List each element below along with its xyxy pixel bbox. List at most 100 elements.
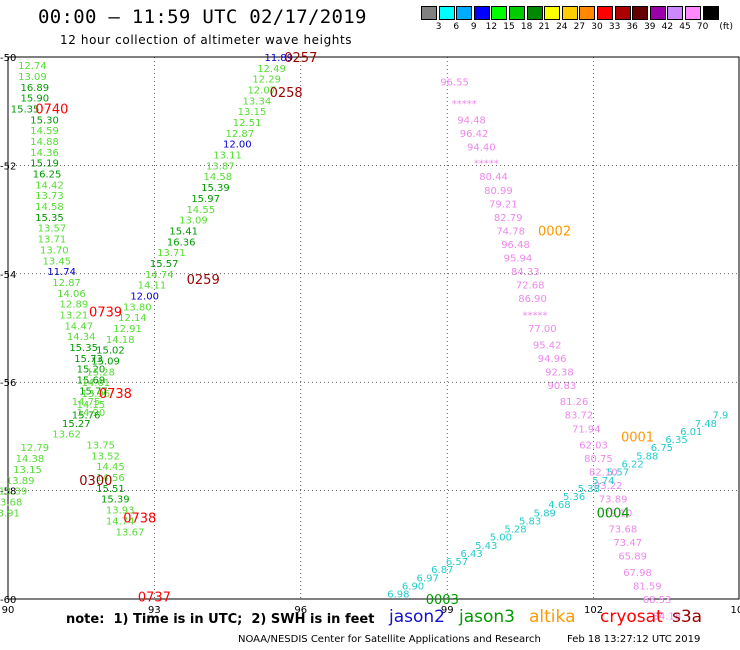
wave-height-value: 15.28 xyxy=(86,367,115,378)
wave-height-value: 14.90 xyxy=(77,408,106,419)
wave-height-value: 5.89 xyxy=(534,508,556,519)
wave-height-value: 13.52 xyxy=(91,451,120,462)
wave-height-value: 13.15 xyxy=(238,107,267,118)
wave-height-value: 14.58 xyxy=(204,172,233,183)
wave-height-value: 74.78 xyxy=(496,226,525,237)
legend-label: 6 xyxy=(453,22,460,32)
wave-height-value: 12.14 xyxy=(118,313,147,324)
wave-height-value: 83.72 xyxy=(565,411,594,422)
legend-label: 21 xyxy=(538,22,550,32)
legend-label: 27 xyxy=(573,22,586,32)
pass-time-label: 0740 xyxy=(35,102,68,117)
wave-height-value: 15.35 xyxy=(11,104,40,115)
wave-height-value: 13.68 xyxy=(0,497,22,508)
wave-height-value: 16.89 xyxy=(21,83,50,94)
wave-height-value: 13.09 xyxy=(18,72,47,83)
wave-height-value: 73.68 xyxy=(609,525,638,536)
wave-height-value: 80.44 xyxy=(479,172,508,183)
wave-height-value: 73.89 xyxy=(599,495,628,506)
wave-height-value: 14.42 xyxy=(35,180,64,191)
wave-height-value: 13.96 xyxy=(82,389,111,400)
legend-label: 12 xyxy=(485,22,498,32)
wave-height-value: 15.39 xyxy=(101,495,130,506)
wave-height-value: 12.00 xyxy=(223,140,252,151)
wave-height-value: ***** xyxy=(523,310,548,321)
wave-height-value: 95.94 xyxy=(504,254,533,265)
wave-height-value: 82.79 xyxy=(494,213,523,224)
wave-height-value: 6.01 xyxy=(680,427,702,438)
legend-label: 39 xyxy=(644,22,656,32)
wave-height-value: 80.99 xyxy=(484,186,513,197)
legend-label: 30 xyxy=(591,22,603,32)
wave-height-value: 15.57 xyxy=(150,259,179,270)
legend-label: 70 xyxy=(696,22,709,32)
wave-height-value: 13.45 xyxy=(42,256,71,267)
satellite-s3a: s3a xyxy=(672,607,703,627)
wave-height-value: 14.18 xyxy=(106,335,135,346)
wave-height-value: 13.70 xyxy=(40,245,69,256)
wave-height-value: 5.43 xyxy=(475,541,497,552)
legend-swatch xyxy=(526,6,543,20)
legend-swatch xyxy=(561,6,578,20)
pass-time-label: 0001 xyxy=(621,430,654,445)
wave-height-value: 13.62 xyxy=(52,430,81,441)
wave-height-value: 92.38 xyxy=(545,367,574,378)
wave-height-value: 5.83 xyxy=(519,516,541,527)
wave-height-value: 86.90 xyxy=(518,294,547,305)
satellite-altika: altika xyxy=(529,607,576,627)
legend-swatch xyxy=(509,6,525,20)
wave-height-value: 14.74 xyxy=(106,516,135,527)
wave-height-value: 5.28 xyxy=(504,525,526,536)
wave-height-value: 73.47 xyxy=(613,538,642,549)
wave-height-value: 6.87 xyxy=(431,565,453,576)
pass-time-label: 0300 xyxy=(79,474,112,489)
latitude-tick-label: -50 xyxy=(0,53,16,64)
wave-height-value: 90.83 xyxy=(548,381,577,392)
wave-height-value: 81.59 xyxy=(633,581,662,592)
longitude-tick-label: 102 xyxy=(584,605,603,616)
wave-height-value: 12.51 xyxy=(233,118,262,129)
wave-height-value: 84.18 xyxy=(652,611,681,622)
legend-unit: (ft) xyxy=(719,22,733,32)
wave-height-value: 15.35 xyxy=(35,213,64,224)
wave-height-value: 15.39 xyxy=(201,183,230,194)
wave-height-value: 67.98 xyxy=(623,568,652,579)
latitude-tick-label: -54 xyxy=(0,270,16,281)
wave-height-value: 15.20 xyxy=(77,365,106,376)
wave-height-value: 13.67 xyxy=(116,527,145,538)
legend-swatch xyxy=(421,6,437,20)
wave-height-value: 15.41 xyxy=(169,226,198,237)
wave-height-value: 13.57 xyxy=(38,224,67,235)
wave-height-value: 93.22 xyxy=(594,481,623,492)
wave-height-value: 14.06 xyxy=(57,289,86,300)
wave-height-value: ***** xyxy=(474,159,499,170)
wave-height-value: 13.15 xyxy=(13,465,42,476)
wave-height-value: 14.59 xyxy=(30,126,59,137)
wave-height-value: 13.89 xyxy=(6,476,35,487)
wave-height-value: 62.03 xyxy=(579,441,608,452)
legend-swatch xyxy=(491,6,508,20)
footer-note: note: 1) Time is in UTC; 2) SWH is in fe… xyxy=(66,612,375,627)
wave-height-value: 96.42 xyxy=(460,129,489,140)
wave-height-value: 94.40 xyxy=(467,142,496,153)
wave-height-value: 5.00 xyxy=(490,533,512,544)
wave-height-value: 5.38 xyxy=(578,484,600,495)
wave-height-value: 12.74 xyxy=(18,61,47,72)
legend-label: 15 xyxy=(503,22,515,32)
pass-time-label: 0258 xyxy=(270,86,303,101)
wave-height-value: 13.21 xyxy=(60,310,89,321)
wave-height-value: 14.55 xyxy=(186,205,215,216)
page-title: 00:00 – 11:59 UTC 02/17/2019 xyxy=(38,6,367,28)
wave-height-value: 14.45 xyxy=(96,462,125,473)
wave-height-value: 15.19 xyxy=(30,159,59,170)
wave-height-value: 95.42 xyxy=(533,340,562,351)
latitude-tick-label: -52 xyxy=(0,161,16,172)
wave-height-value: 15.76 xyxy=(72,411,101,422)
wave-height-value: 4.68 xyxy=(548,500,570,511)
pass-time-label: 0739 xyxy=(89,306,122,321)
wave-height-value: 13.39 xyxy=(0,487,27,498)
wave-height-value: 7.9 xyxy=(713,411,729,422)
longitude-tick-label: 90 xyxy=(2,605,15,616)
wave-height-value: 5.36 xyxy=(563,492,585,503)
wave-height-value: 6.90 xyxy=(402,581,424,592)
